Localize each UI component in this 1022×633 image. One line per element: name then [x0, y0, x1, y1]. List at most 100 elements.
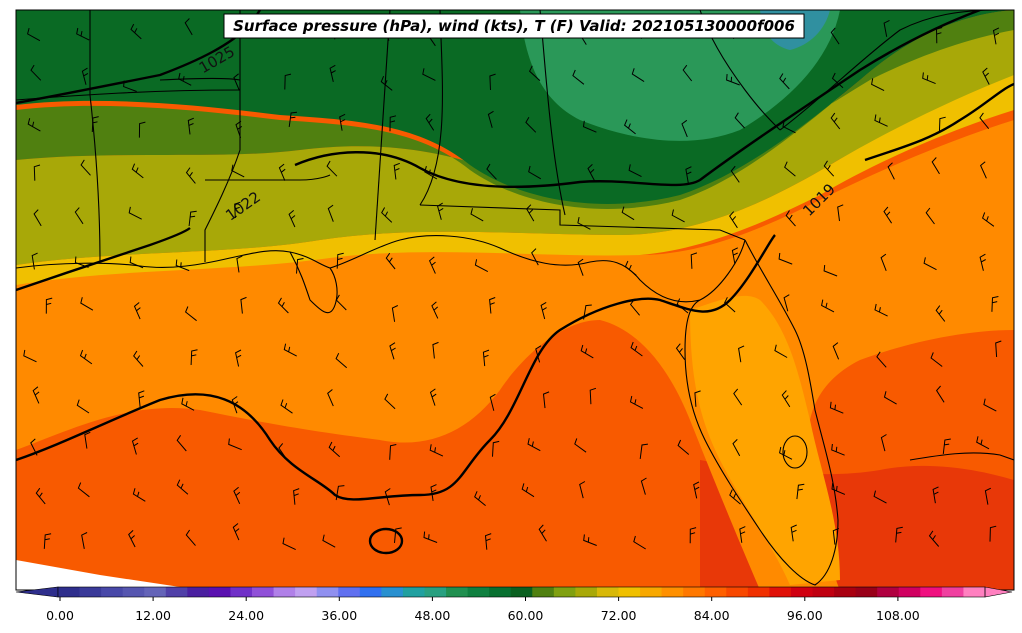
wind-barb	[81, 67, 89, 85]
title-box: Surface pressure (hPa), wind (kts), T (F…	[223, 13, 805, 39]
wind-barb	[738, 345, 745, 363]
wind-barb	[531, 248, 539, 266]
wind-barb	[942, 438, 951, 454]
colorbar-swatch	[165, 587, 188, 597]
wind-barb	[883, 19, 890, 37]
wind-barb	[880, 434, 887, 452]
wind-barb	[989, 525, 997, 542]
wind-barb	[782, 120, 796, 134]
wind-barb	[23, 349, 37, 363]
wind-barb	[830, 27, 840, 45]
wind-barb	[685, 166, 692, 184]
wind-barb	[624, 260, 637, 276]
wind-barb	[487, 110, 494, 128]
wind-barb	[734, 112, 745, 129]
wind-barb	[572, 69, 585, 85]
wind-barb	[185, 167, 196, 184]
wind-barb	[731, 247, 739, 265]
colorbar-swatch	[834, 587, 857, 597]
wind-barb	[428, 256, 436, 274]
wind-barb	[983, 398, 997, 412]
wind-barb	[27, 118, 41, 132]
colorbar-swatch	[920, 587, 943, 597]
wind-barb	[79, 349, 93, 365]
colorbar-swatch	[661, 587, 684, 597]
wind-barb	[233, 486, 241, 505]
wind-barb	[278, 163, 286, 181]
wind-barb	[574, 438, 587, 453]
wind-barb	[829, 401, 844, 414]
wind-barb	[339, 113, 346, 131]
wind-barb	[832, 342, 840, 360]
colorbar-swatch	[187, 587, 210, 597]
wind-barb	[76, 399, 90, 414]
wind-barb	[80, 159, 91, 176]
wind-barb	[429, 388, 437, 406]
colorbar-swatch	[704, 587, 727, 597]
wind-barb	[489, 73, 496, 91]
wind-barb	[831, 483, 846, 495]
wind-barb	[540, 301, 547, 320]
colorbar-swatch	[596, 587, 619, 597]
wind-barb	[930, 352, 943, 367]
wind-barb	[821, 299, 835, 313]
wind-barb	[928, 530, 940, 547]
colorbar-swatch	[553, 587, 576, 597]
wind-barb	[979, 112, 990, 130]
border-atlantic	[779, 10, 1001, 131]
wind-barb	[693, 481, 700, 499]
colorbar-swatch	[144, 587, 167, 597]
border-fl-north	[419, 204, 746, 241]
wind-barb	[77, 482, 90, 498]
wind-barb	[240, 296, 247, 314]
wind-barb	[185, 529, 196, 546]
colorbar-swatch	[510, 587, 533, 597]
wind-barb	[732, 439, 741, 457]
wind-barb	[393, 162, 400, 180]
wind-barb	[935, 305, 946, 322]
wind-barb	[784, 161, 796, 177]
wind-barb	[837, 204, 844, 222]
wind-barb	[538, 524, 547, 542]
wind-barb	[981, 212, 995, 227]
wind-barb	[923, 257, 937, 271]
wind-barb	[288, 111, 298, 127]
wind-barb	[779, 73, 790, 90]
wind-barb	[629, 299, 640, 316]
temp-florida	[690, 295, 840, 585]
wind-barb	[521, 483, 535, 498]
wind-barb	[233, 73, 240, 91]
wind-barb	[527, 438, 541, 452]
wind-barb	[176, 435, 187, 452]
wind-barb	[823, 160, 835, 177]
wind-barb	[394, 527, 402, 543]
isobar-small-low	[368, 527, 404, 555]
wind-barb	[790, 524, 797, 542]
border-ar-la	[204, 10, 241, 262]
colorbar-swatch	[747, 587, 770, 597]
wind-barb	[895, 526, 903, 543]
wind-barb	[131, 163, 144, 179]
wind-barb	[935, 27, 943, 44]
colorbar-swatch	[790, 587, 813, 597]
border-ms-al	[374, 10, 391, 241]
wind-barb	[384, 488, 391, 506]
wind-barb	[130, 23, 142, 40]
wind-barb	[587, 164, 596, 182]
wind-barb	[231, 396, 239, 414]
colorbar-swatch	[338, 587, 361, 597]
wind-barb	[739, 526, 746, 543]
wind-barb	[328, 441, 341, 458]
isobar-1022	[294, 10, 981, 189]
wind-barb	[690, 252, 698, 269]
temperature-field	[16, 10, 1014, 590]
temp-band-olive	[16, 15, 1014, 265]
wind-barb	[27, 27, 41, 42]
colorbar-swatch	[316, 587, 339, 597]
colorbar-tick-label: 24.00	[228, 608, 264, 623]
colorbar-swatch	[424, 587, 447, 597]
colorbar-tick-label: 72.00	[601, 608, 637, 623]
wind-barb	[874, 303, 888, 317]
wind-barb	[733, 388, 743, 406]
wind-barb	[335, 485, 345, 501]
